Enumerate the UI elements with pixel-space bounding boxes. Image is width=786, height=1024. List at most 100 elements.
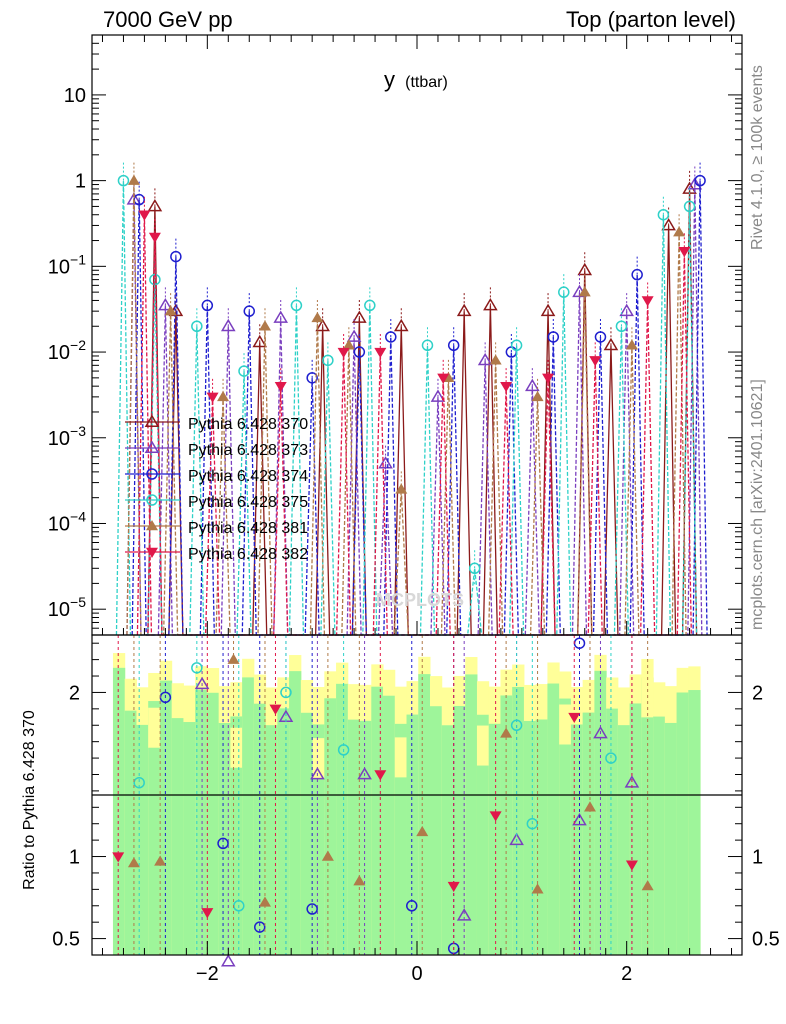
ratio-y-tick-label-right: 2 <box>752 682 763 704</box>
legend-marker <box>144 440 160 453</box>
ratio-band-inner <box>617 725 631 955</box>
data-point <box>421 339 434 352</box>
legend-marker <box>146 547 158 558</box>
data-point <box>201 299 214 312</box>
ratio-band-inner <box>265 725 278 955</box>
data-point <box>127 174 140 185</box>
ratio-band-inner <box>453 705 466 955</box>
ratio-band-inner <box>441 725 454 955</box>
data-point <box>673 226 686 237</box>
legend-entry: Pythia 6.428 370 <box>125 414 308 433</box>
data-point <box>510 339 523 352</box>
series-pythia-6-428-375 <box>115 162 698 636</box>
ratio-point <box>337 744 350 756</box>
data-point <box>437 373 450 384</box>
series-pythia-6-428-374 <box>131 162 708 636</box>
series-line <box>147 188 698 636</box>
data-point <box>589 356 602 367</box>
header-right: Top (parton level) <box>566 7 736 32</box>
data-point <box>477 352 493 366</box>
legend-label: Pythia 6.428 381 <box>188 520 308 537</box>
ratio-band-inner <box>629 703 642 955</box>
header-left: 7000 GeV pp <box>103 7 233 32</box>
ratio-point <box>568 712 581 724</box>
ratio-point <box>127 857 140 868</box>
data-point <box>641 296 654 307</box>
data-point <box>603 337 619 351</box>
data-point <box>594 331 607 343</box>
ratio-band-inner <box>159 680 173 955</box>
ratio-point <box>353 875 366 886</box>
ratio-band-inner <box>124 710 137 955</box>
ratio-y-axis-label: Ratio to Pythia 6.428 370 <box>21 710 38 890</box>
series-line <box>131 180 708 636</box>
ratio-band-inner <box>523 720 537 955</box>
ratio-band-inner <box>242 677 255 955</box>
ratio-point <box>625 860 638 871</box>
data-point <box>258 320 271 331</box>
ratio-point <box>220 954 236 967</box>
ratio-point <box>194 676 210 690</box>
ratio-y-tick-label-right: 0.5 <box>752 929 780 951</box>
data-point <box>252 334 268 348</box>
ratio-uncertainty-bands <box>112 653 701 955</box>
legend-entry: Pythia 6.428 381 <box>125 520 308 537</box>
ratio-band-inner <box>653 716 666 955</box>
axis-ticks <box>92 34 742 956</box>
data-point <box>191 320 203 333</box>
data-point <box>315 318 330 332</box>
ratio-band-inner <box>394 723 408 955</box>
data-point <box>274 381 287 393</box>
data-point <box>147 198 163 212</box>
ratio-band-inner <box>171 718 184 955</box>
ratio-band-inner <box>570 724 584 955</box>
data-point <box>374 347 387 359</box>
y-tick-label: 10−1 <box>48 251 86 278</box>
data-point <box>364 299 376 312</box>
series-line <box>115 180 698 636</box>
ratio-band-inner <box>594 670 607 955</box>
ratio-point <box>447 881 460 893</box>
ratio-point <box>416 825 429 837</box>
ratio-band-inner <box>183 722 196 955</box>
data-point <box>694 174 706 187</box>
ratio-point <box>217 837 229 850</box>
ratio-band-inner <box>500 695 513 955</box>
ratio-point <box>583 801 596 812</box>
ratio-point <box>593 725 608 739</box>
ratio-band-inner <box>676 692 689 955</box>
ratio-band-inner <box>347 719 361 955</box>
y-tick-label: 10−2 <box>48 337 86 364</box>
data-point <box>483 297 498 311</box>
data-point <box>547 331 560 343</box>
ratio-point <box>321 850 334 861</box>
data-point <box>456 303 472 317</box>
ratio-point <box>489 811 502 822</box>
data-point <box>206 392 219 403</box>
ratio-point <box>605 752 617 764</box>
ratio-band-inner <box>383 695 396 955</box>
ratio-band-inner <box>606 708 619 955</box>
ratio-band-inner <box>112 667 126 955</box>
ratio-band-inner <box>559 698 572 955</box>
ratio-band-inner <box>547 683 560 955</box>
data-point <box>148 232 161 243</box>
legend-label: Pythia 6.428 375 <box>188 494 308 511</box>
x-tick-label: −2 <box>196 963 219 985</box>
data-point <box>337 347 350 359</box>
ratio-series-pythia-6-428-375 <box>133 635 617 955</box>
data-point <box>378 456 393 469</box>
legend-label: Pythia 6.428 370 <box>188 416 308 433</box>
ratio-plot-series <box>112 635 654 967</box>
ratio-band-inner <box>359 720 372 955</box>
ratio-point <box>227 653 240 664</box>
ratio-band-outer <box>148 707 161 748</box>
ratio-point <box>269 704 282 715</box>
plot-title-main: y <box>384 67 395 92</box>
ratio-band-inner <box>300 712 314 955</box>
data-point <box>342 339 355 350</box>
ratio-band-inner <box>289 671 302 955</box>
data-point <box>631 268 643 281</box>
plot-title-sub: (ttbar) <box>405 74 448 91</box>
